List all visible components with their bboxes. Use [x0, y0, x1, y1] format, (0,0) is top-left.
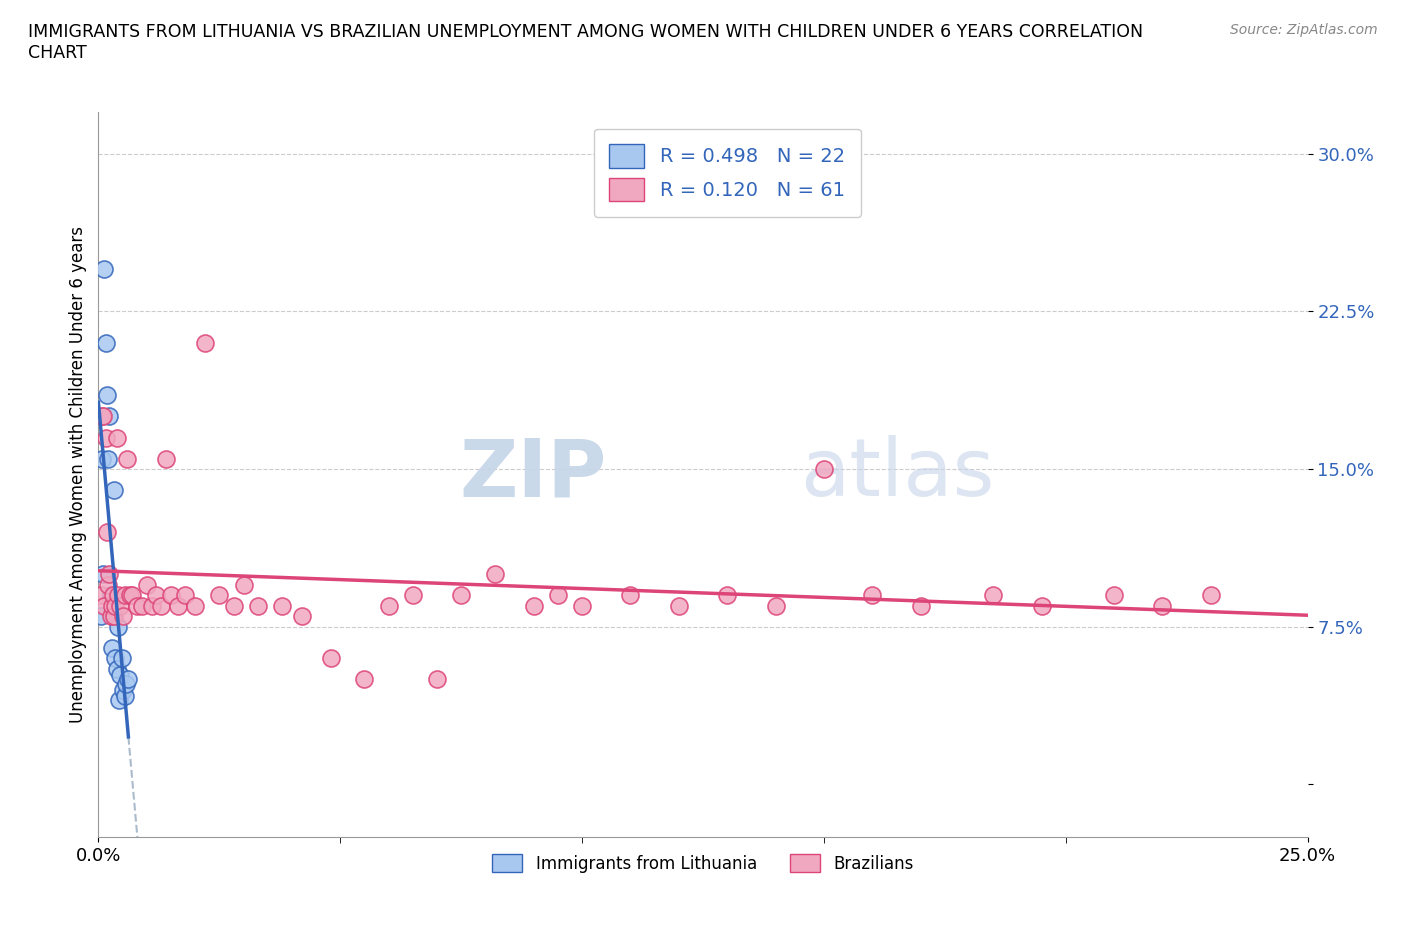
Point	[101, 588, 124, 603]
Point	[111, 651, 134, 666]
Point	[98, 409, 121, 424]
Point	[247, 598, 270, 613]
Point	[232, 578, 254, 592]
Point	[426, 671, 449, 686]
Point	[104, 651, 127, 666]
Legend: Immigrants from Lithuania, Brazilians: Immigrants from Lithuania, Brazilians	[485, 847, 921, 880]
Text: IMMIGRANTS FROM LITHUANIA VS BRAZILIAN UNEMPLOYMENT AMONG WOMEN WITH CHILDREN UN: IMMIGRANTS FROM LITHUANIA VS BRAZILIAN U…	[28, 23, 1143, 62]
Point	[91, 566, 114, 581]
Point	[111, 609, 134, 624]
Point	[1152, 598, 1174, 613]
Point	[765, 598, 787, 613]
Point	[94, 430, 117, 445]
Point	[150, 598, 173, 613]
Point	[96, 525, 118, 539]
Point	[155, 451, 177, 466]
Point	[135, 578, 157, 592]
Point	[91, 409, 114, 424]
Y-axis label: Unemployment Among Women with Children Under 6 years: Unemployment Among Women with Children U…	[69, 226, 87, 723]
Point	[107, 588, 129, 603]
Point	[127, 598, 149, 613]
Point	[141, 598, 163, 613]
Point	[194, 336, 217, 351]
Point	[93, 262, 115, 277]
Point	[105, 430, 128, 445]
Point	[484, 566, 506, 581]
Point	[100, 609, 122, 624]
Point	[108, 598, 131, 613]
Point	[103, 609, 125, 624]
Point	[981, 588, 1004, 603]
Point	[145, 588, 167, 603]
Point	[91, 451, 114, 466]
Point	[167, 598, 190, 613]
Point	[353, 671, 375, 686]
Point	[108, 668, 131, 683]
Point	[97, 451, 120, 466]
Point	[450, 588, 472, 603]
Point	[111, 683, 134, 698]
Point	[910, 598, 932, 613]
Point	[91, 409, 114, 424]
Point	[571, 598, 593, 613]
Point	[290, 609, 312, 624]
Point	[97, 578, 120, 592]
Point	[1102, 588, 1125, 603]
Point	[402, 588, 425, 603]
Text: atlas: atlas	[800, 435, 994, 513]
Point	[114, 689, 136, 704]
Point	[93, 598, 115, 613]
Point	[114, 588, 136, 603]
Point	[1031, 598, 1053, 613]
Point	[115, 676, 138, 691]
Point	[101, 641, 124, 656]
Text: Source: ZipAtlas.com: Source: ZipAtlas.com	[1230, 23, 1378, 37]
Point	[208, 588, 231, 603]
Point	[121, 588, 143, 603]
Point	[96, 388, 118, 403]
Point	[222, 598, 245, 613]
Point	[103, 483, 125, 498]
Text: ZIP: ZIP	[458, 435, 606, 513]
Point	[100, 588, 122, 603]
Point	[118, 588, 141, 603]
Point	[160, 588, 183, 603]
Point	[271, 598, 294, 613]
Point	[107, 619, 129, 634]
Point	[619, 588, 641, 603]
Point	[131, 598, 153, 613]
Point	[523, 598, 546, 613]
Point	[101, 609, 124, 624]
Point	[184, 598, 207, 613]
Point	[107, 693, 129, 708]
Point	[547, 588, 569, 603]
Point	[1199, 588, 1222, 603]
Point	[104, 598, 127, 613]
Point	[319, 651, 342, 666]
Point	[94, 336, 117, 351]
Point	[90, 609, 112, 624]
Point	[117, 671, 139, 686]
Point	[101, 598, 124, 613]
Point	[90, 588, 112, 603]
Point	[813, 461, 835, 476]
Point	[117, 451, 139, 466]
Point	[98, 566, 121, 581]
Point	[377, 598, 399, 613]
Point	[174, 588, 197, 603]
Point	[860, 588, 883, 603]
Point	[105, 661, 128, 676]
Point	[668, 598, 690, 613]
Point	[716, 588, 738, 603]
